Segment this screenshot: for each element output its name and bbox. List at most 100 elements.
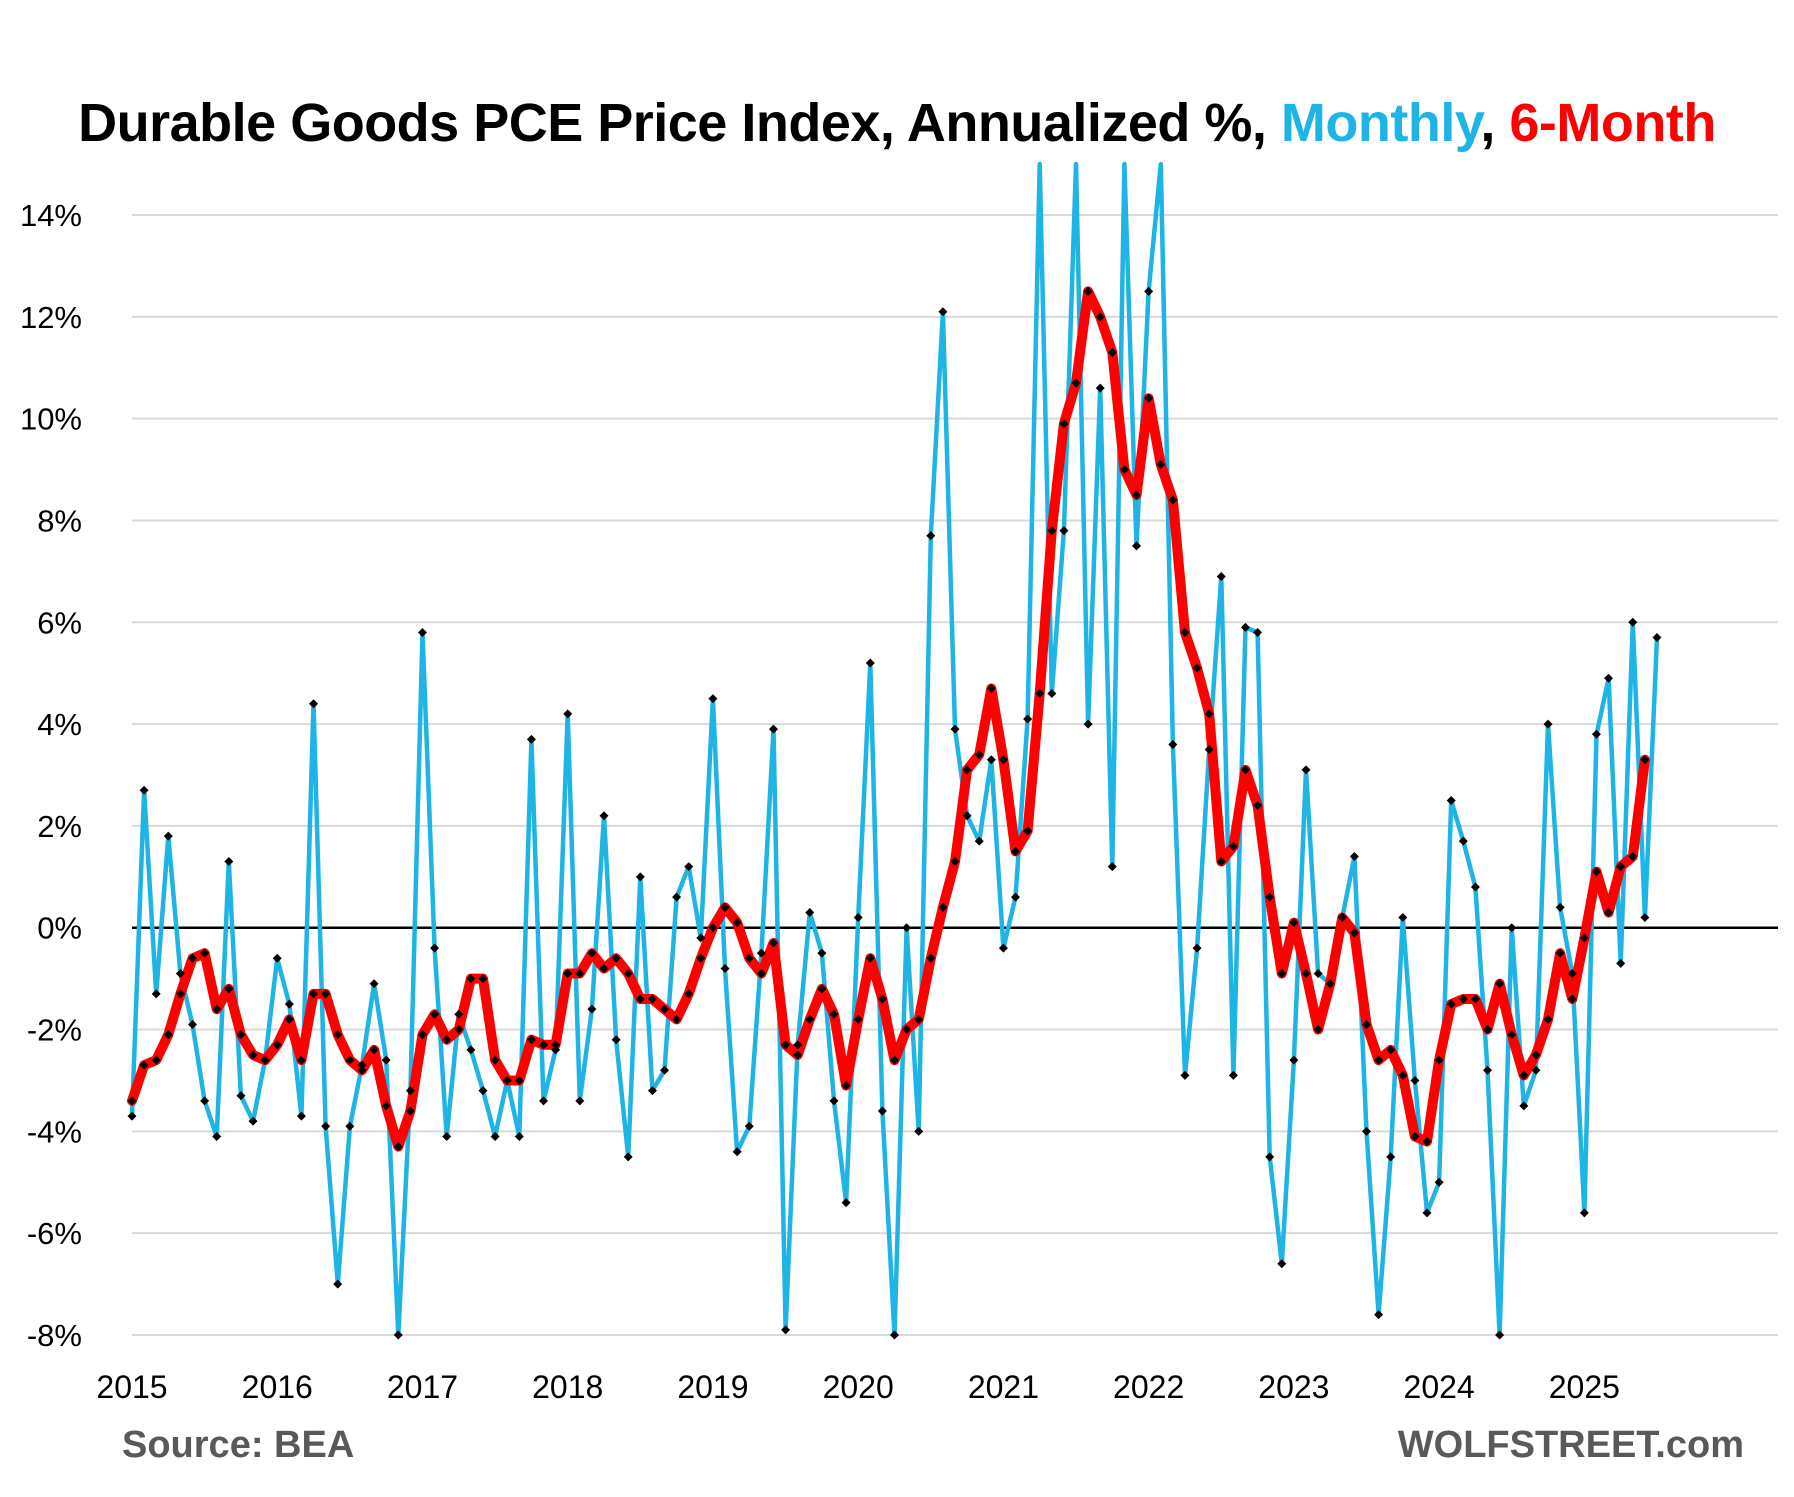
six-month-point — [1519, 1070, 1529, 1080]
six-month-point — [1095, 312, 1105, 322]
title-monthly: Monthly — [1280, 93, 1481, 153]
monthly-point — [1410, 1075, 1420, 1085]
six-month-point — [551, 1040, 561, 1050]
monthly-point — [1168, 739, 1178, 749]
six-month-point — [539, 1040, 548, 1050]
monthly-point — [1483, 1065, 1493, 1075]
monthly-point — [647, 1086, 657, 1096]
six-month-point — [1168, 495, 1178, 505]
monthly-point — [623, 1152, 633, 1162]
six-month-point — [1362, 1019, 1371, 1029]
y-tick-label: -2% — [27, 1013, 82, 1048]
monthly-point — [974, 836, 984, 846]
six-month-point — [1216, 857, 1226, 867]
monthly-point — [732, 1147, 742, 1157]
monthly-point — [1628, 617, 1638, 627]
monthly-point — [599, 811, 609, 821]
monthly-point — [151, 989, 161, 999]
six-month-point — [1313, 1025, 1323, 1035]
monthly-series-line — [129, 161, 1660, 1338]
monthly-point — [430, 943, 440, 953]
six-month-point — [188, 953, 198, 963]
monthly-point — [611, 1035, 621, 1045]
monthly-point — [1047, 689, 1057, 699]
six-month-point — [563, 969, 573, 979]
monthly-point — [1386, 1152, 1396, 1162]
six-month-point — [611, 953, 621, 963]
six-month-point — [1591, 867, 1601, 877]
six-month-point — [1071, 378, 1081, 388]
six-month-point — [660, 1004, 670, 1014]
x-tick-label: 2022 — [1113, 1369, 1184, 1405]
six-month-point — [744, 953, 754, 963]
monthly-point — [1059, 526, 1069, 536]
six-month-point — [321, 989, 331, 999]
six-month-point — [139, 1060, 149, 1070]
monthly-point — [224, 857, 234, 867]
monthly-point — [236, 1091, 246, 1101]
x-tick-label: 2021 — [968, 1369, 1039, 1405]
six-month-point — [877, 994, 887, 1004]
six-month-point — [1543, 1014, 1553, 1024]
monthly-point — [635, 872, 645, 882]
six-month-point — [756, 969, 766, 979]
monthly-point — [127, 1111, 137, 1121]
monthly-point — [478, 1086, 488, 1096]
six-month-point — [623, 969, 633, 979]
monthly-point — [1398, 913, 1408, 923]
six-month-point — [647, 994, 657, 1004]
monthly-point — [417, 627, 427, 637]
six-month-point — [151, 1055, 161, 1065]
y-tick-label: 6% — [37, 605, 82, 640]
monthly-point — [756, 948, 766, 958]
six-month-point — [393, 1142, 403, 1152]
six-month-point — [684, 989, 694, 999]
monthly-point — [1604, 673, 1614, 683]
monthly-point — [1591, 729, 1601, 739]
monthly-point — [672, 892, 682, 902]
six-month-point — [865, 953, 875, 963]
monthly-point — [248, 1116, 258, 1126]
monthly-point — [1277, 1259, 1287, 1269]
monthly-point — [514, 1131, 524, 1141]
x-tick-label: 2016 — [242, 1369, 313, 1405]
six-month-point — [381, 1101, 391, 1111]
monthly-point — [1567, 969, 1577, 979]
monthly-point — [1422, 1208, 1432, 1218]
monthly-point — [1107, 862, 1117, 872]
six-month-point — [1567, 994, 1577, 1004]
six-month-point — [938, 902, 948, 912]
monthly-point — [296, 1111, 306, 1121]
six-month-point — [1035, 689, 1045, 699]
monthly-markers — [127, 286, 1662, 1340]
six-month-point — [1301, 969, 1311, 979]
monthly-point — [696, 933, 706, 943]
monthly-point — [817, 948, 827, 958]
x-tick-label: 2024 — [1404, 1369, 1475, 1405]
monthly-point — [793, 1040, 803, 1050]
six-month-point — [175, 989, 185, 999]
six-month-point — [490, 1055, 500, 1065]
monthly-point — [490, 1131, 500, 1141]
six-month-point — [1132, 490, 1142, 500]
six-month-point — [1410, 1131, 1420, 1141]
gridlines — [132, 214, 1778, 1336]
six-month-point — [974, 750, 984, 760]
monthly-point — [877, 1106, 887, 1116]
six-month-point — [296, 1055, 306, 1065]
monthly-point — [284, 999, 294, 1009]
six-month-point — [1470, 994, 1480, 1004]
six-month-point — [768, 938, 778, 948]
six-month-point — [200, 948, 210, 958]
monthly-point — [1253, 627, 1263, 637]
monthly-point — [333, 1279, 343, 1289]
monthly-point — [768, 724, 778, 734]
title-six-month: 6-Month — [1509, 93, 1716, 153]
monthly-point — [950, 724, 960, 734]
six-month-point — [405, 1106, 415, 1116]
six-month-point — [1083, 286, 1093, 296]
six-month-point — [1507, 1030, 1517, 1040]
six-month-series-line — [127, 286, 1650, 1152]
six-month-point — [720, 902, 730, 912]
six-month-point — [599, 963, 609, 973]
